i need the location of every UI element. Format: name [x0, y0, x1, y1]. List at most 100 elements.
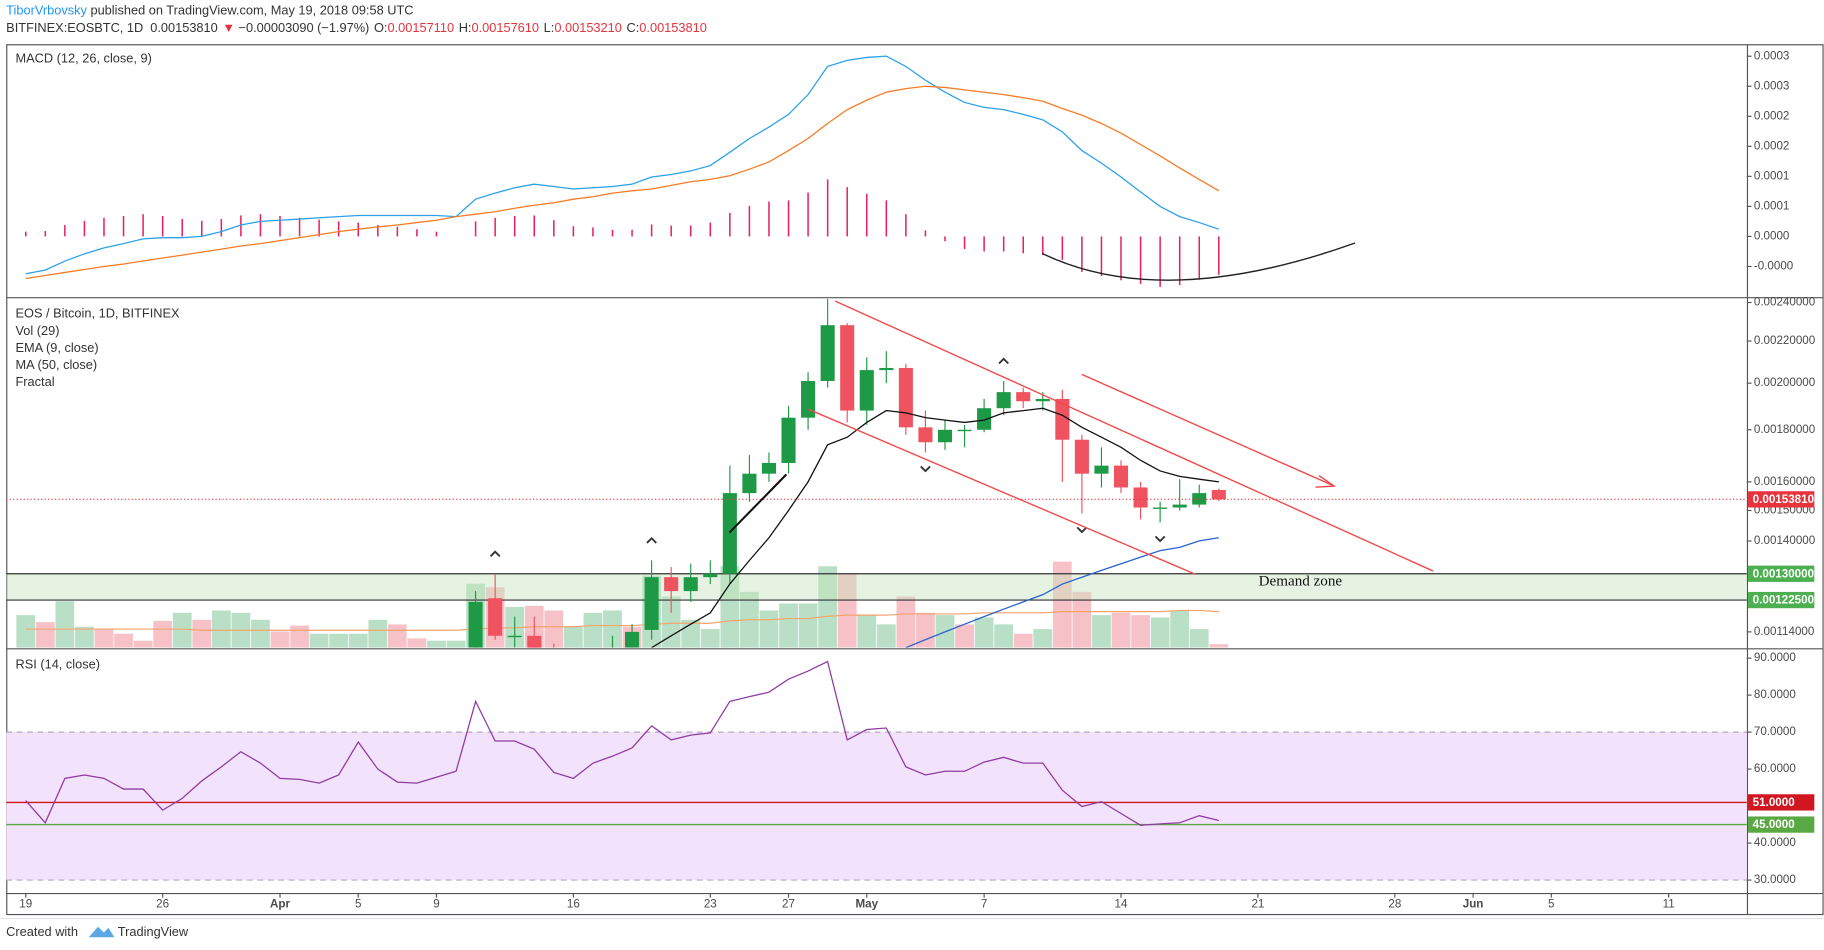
candle-body: [1055, 398, 1070, 440]
volume-bar: [427, 640, 446, 648]
volume-bar: [1072, 591, 1092, 648]
volume-bar: [603, 610, 622, 648]
volume-bar: [974, 617, 994, 648]
high-label: H:: [459, 20, 472, 35]
y-tick-label: 0.0001: [1754, 169, 1790, 182]
author[interactable]: TiborVrbovsky: [6, 3, 87, 18]
candle-body: [703, 573, 718, 578]
candle-body: [781, 417, 796, 463]
volume-bar: [329, 633, 349, 648]
volume-bar: [955, 624, 974, 648]
x-tick-label: 26: [156, 898, 169, 911]
y-tick-label: 80.0000: [1754, 688, 1796, 701]
y-tick-label: 60.0000: [1754, 762, 1796, 775]
candle-body: [840, 325, 855, 411]
candle-body: [957, 429, 972, 432]
price-tag: [1748, 591, 1815, 609]
volume-bar: [994, 624, 1014, 648]
candle-body: [527, 635, 542, 648]
candle-body: [683, 577, 698, 592]
volume-bar: [759, 610, 779, 648]
volume-bar: [563, 626, 583, 648]
y-tick-label: 0.00114000: [1754, 625, 1814, 638]
y-tick-label: 0.0001: [1754, 199, 1790, 212]
volume-bar: [446, 640, 466, 648]
y-tick-label: 0.00140000: [1754, 534, 1815, 547]
x-tick-label: 5: [1548, 898, 1554, 911]
candle-body: [898, 367, 913, 428]
volume-bar: [720, 566, 740, 648]
volume-bar: [133, 640, 153, 648]
price-tag: [1748, 491, 1815, 508]
footer-brand[interactable]: TradingView: [118, 924, 189, 939]
volume-bar: [779, 603, 798, 648]
volume-bar: [348, 633, 368, 648]
price-tag: [1748, 565, 1815, 582]
series-line: [25, 660, 1220, 827]
direction: ▼: [222, 20, 235, 35]
candle-body: [1172, 504, 1187, 508]
candle-body: [1153, 507, 1168, 509]
candle-body: [488, 598, 503, 636]
price-tag-label: 0.00130000: [1753, 567, 1814, 580]
candle-body: [625, 631, 640, 648]
volume-bar: [896, 596, 916, 648]
series-line: [25, 85, 1220, 280]
indicator-label: MA (50, close): [15, 357, 97, 372]
arrow-head: [1315, 475, 1337, 488]
candle-body: [859, 370, 874, 411]
y-tick-label: 0.00160000: [1754, 475, 1815, 488]
candle-body: [566, 664, 580, 672]
pane-title: EOS / Bitcoin, 1D, BITFINEX: [15, 305, 180, 320]
candle-body: [547, 652, 561, 664]
series-line: [25, 55, 1220, 275]
ema-line: [651, 407, 1219, 648]
x-tick-label: 19: [19, 898, 32, 911]
trend-line: [728, 473, 788, 534]
volume-bar: [661, 596, 681, 648]
arc-drawing: [1041, 242, 1356, 281]
volume-bar: [270, 631, 290, 648]
candle-body: [722, 493, 737, 574]
close-label: C:: [627, 20, 640, 35]
y-tick-label: 0.00220000: [1754, 334, 1815, 347]
volume-bar: [1052, 561, 1072, 648]
volume-bar: [368, 619, 388, 648]
symbol: BITFINEX:EOSBTC, 1D: [6, 20, 143, 35]
low-label: L:: [544, 20, 555, 35]
y-tick-label: -0.0000: [1754, 260, 1793, 273]
price-tag: [1748, 816, 1815, 833]
x-tick-label: 28: [1388, 898, 1401, 911]
arrow-line: [1081, 373, 1335, 487]
volume-bar: [153, 620, 173, 648]
volume-bar: [1131, 615, 1150, 648]
candle-body: [586, 664, 600, 672]
y-tick-label: 0.0002: [1754, 139, 1790, 152]
candle-body: [761, 462, 777, 474]
candle-body: [664, 577, 679, 592]
y-tick-label: 90.0000: [1754, 651, 1796, 664]
drawings: [728, 242, 1434, 576]
open: 0.00157110: [387, 20, 454, 35]
x-tick-label: Apr: [270, 898, 290, 911]
candle-body: [1133, 487, 1148, 508]
volume-bar: [35, 622, 55, 648]
candle-body: [742, 473, 757, 494]
pane-plot: [6, 660, 1747, 881]
volume-bar: [387, 624, 407, 648]
volume-bar: [818, 566, 838, 648]
y-tick-label: 0.0003: [1754, 79, 1790, 92]
volume-bar: [309, 633, 329, 648]
x-tick-label: 9: [433, 898, 439, 911]
rsi-band: [6, 732, 1747, 881]
volume-bar: [192, 619, 212, 648]
volume-bar: [1209, 644, 1229, 648]
x-tick-label: 27: [782, 898, 795, 911]
candle-body: [996, 392, 1011, 409]
open-label: O:: [374, 20, 388, 35]
price-tag-label: 0.00153810: [1753, 493, 1814, 506]
volume-bar: [211, 610, 231, 648]
volume-bar: [251, 619, 270, 648]
volume-bar: [172, 612, 192, 648]
x-tick-label: 11: [1663, 898, 1675, 911]
